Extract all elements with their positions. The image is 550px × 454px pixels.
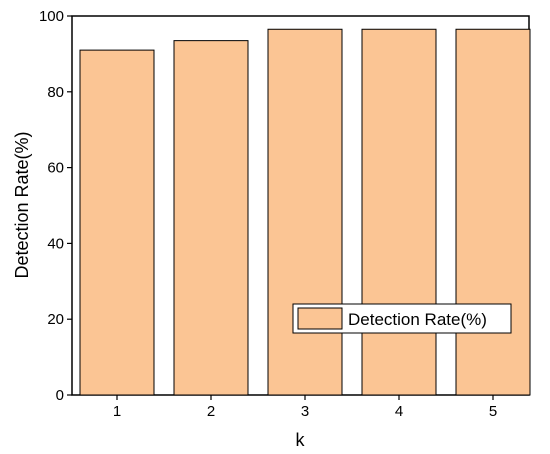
legend: Detection Rate(%): [292, 303, 512, 334]
y-axis-title: Detection Rate(%): [12, 131, 32, 278]
bar-k-2: [173, 40, 249, 396]
x-tick-label: 3: [301, 403, 309, 420]
bar-k-3: [267, 28, 343, 396]
x-axis-title: k: [296, 430, 306, 450]
y-tick-label: 20: [47, 311, 64, 328]
bar-k-4: [361, 28, 437, 396]
y-axis-ticks: 0 20 40 60 80 100: [39, 8, 72, 404]
y-tick-label: 40: [47, 235, 64, 252]
legend-label: Detection Rate(%): [348, 310, 487, 329]
bar-k-5: [455, 28, 531, 396]
y-tick-label: 60: [47, 160, 64, 177]
x-tick-label: 5: [489, 403, 497, 420]
bar-k-1: [79, 49, 155, 396]
legend-swatch: [297, 307, 343, 330]
x-tick-label: 2: [207, 403, 215, 420]
bars-group: [79, 28, 531, 396]
x-axis-ticks: 1 2 3 4 5: [113, 395, 497, 420]
y-tick-label: 80: [47, 84, 64, 101]
x-tick-label: 4: [395, 403, 403, 420]
y-tick-label: 0: [56, 387, 64, 404]
y-tick-label: 100: [39, 8, 64, 25]
x-tick-label: 1: [113, 403, 121, 420]
